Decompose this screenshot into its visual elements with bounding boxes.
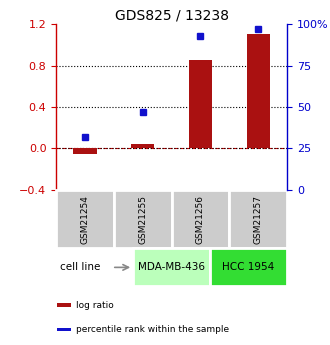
Text: cell line: cell line: [60, 263, 100, 272]
Text: GSM21254: GSM21254: [81, 195, 89, 244]
Text: GSM21255: GSM21255: [138, 195, 147, 244]
Bar: [74, 148, 97, 154]
Title: GDS825 / 13238: GDS825 / 13238: [115, 9, 229, 23]
Bar: [133, 248, 210, 286]
Text: log ratio: log ratio: [76, 301, 114, 310]
Bar: [210, 248, 287, 286]
Text: GSM21257: GSM21257: [254, 195, 263, 244]
Bar: [247, 34, 270, 148]
Bar: [172, 190, 229, 248]
Text: GSM21256: GSM21256: [196, 195, 205, 244]
Bar: [131, 144, 154, 148]
Text: MDA-MB-436: MDA-MB-436: [138, 263, 205, 272]
Text: HCC 1954: HCC 1954: [222, 263, 275, 272]
Bar: [57, 303, 71, 307]
Bar: [114, 190, 172, 248]
Bar: [56, 190, 114, 248]
Bar: [229, 190, 287, 248]
Bar: [189, 60, 212, 148]
Bar: [57, 327, 71, 332]
Text: percentile rank within the sample: percentile rank within the sample: [76, 325, 229, 334]
